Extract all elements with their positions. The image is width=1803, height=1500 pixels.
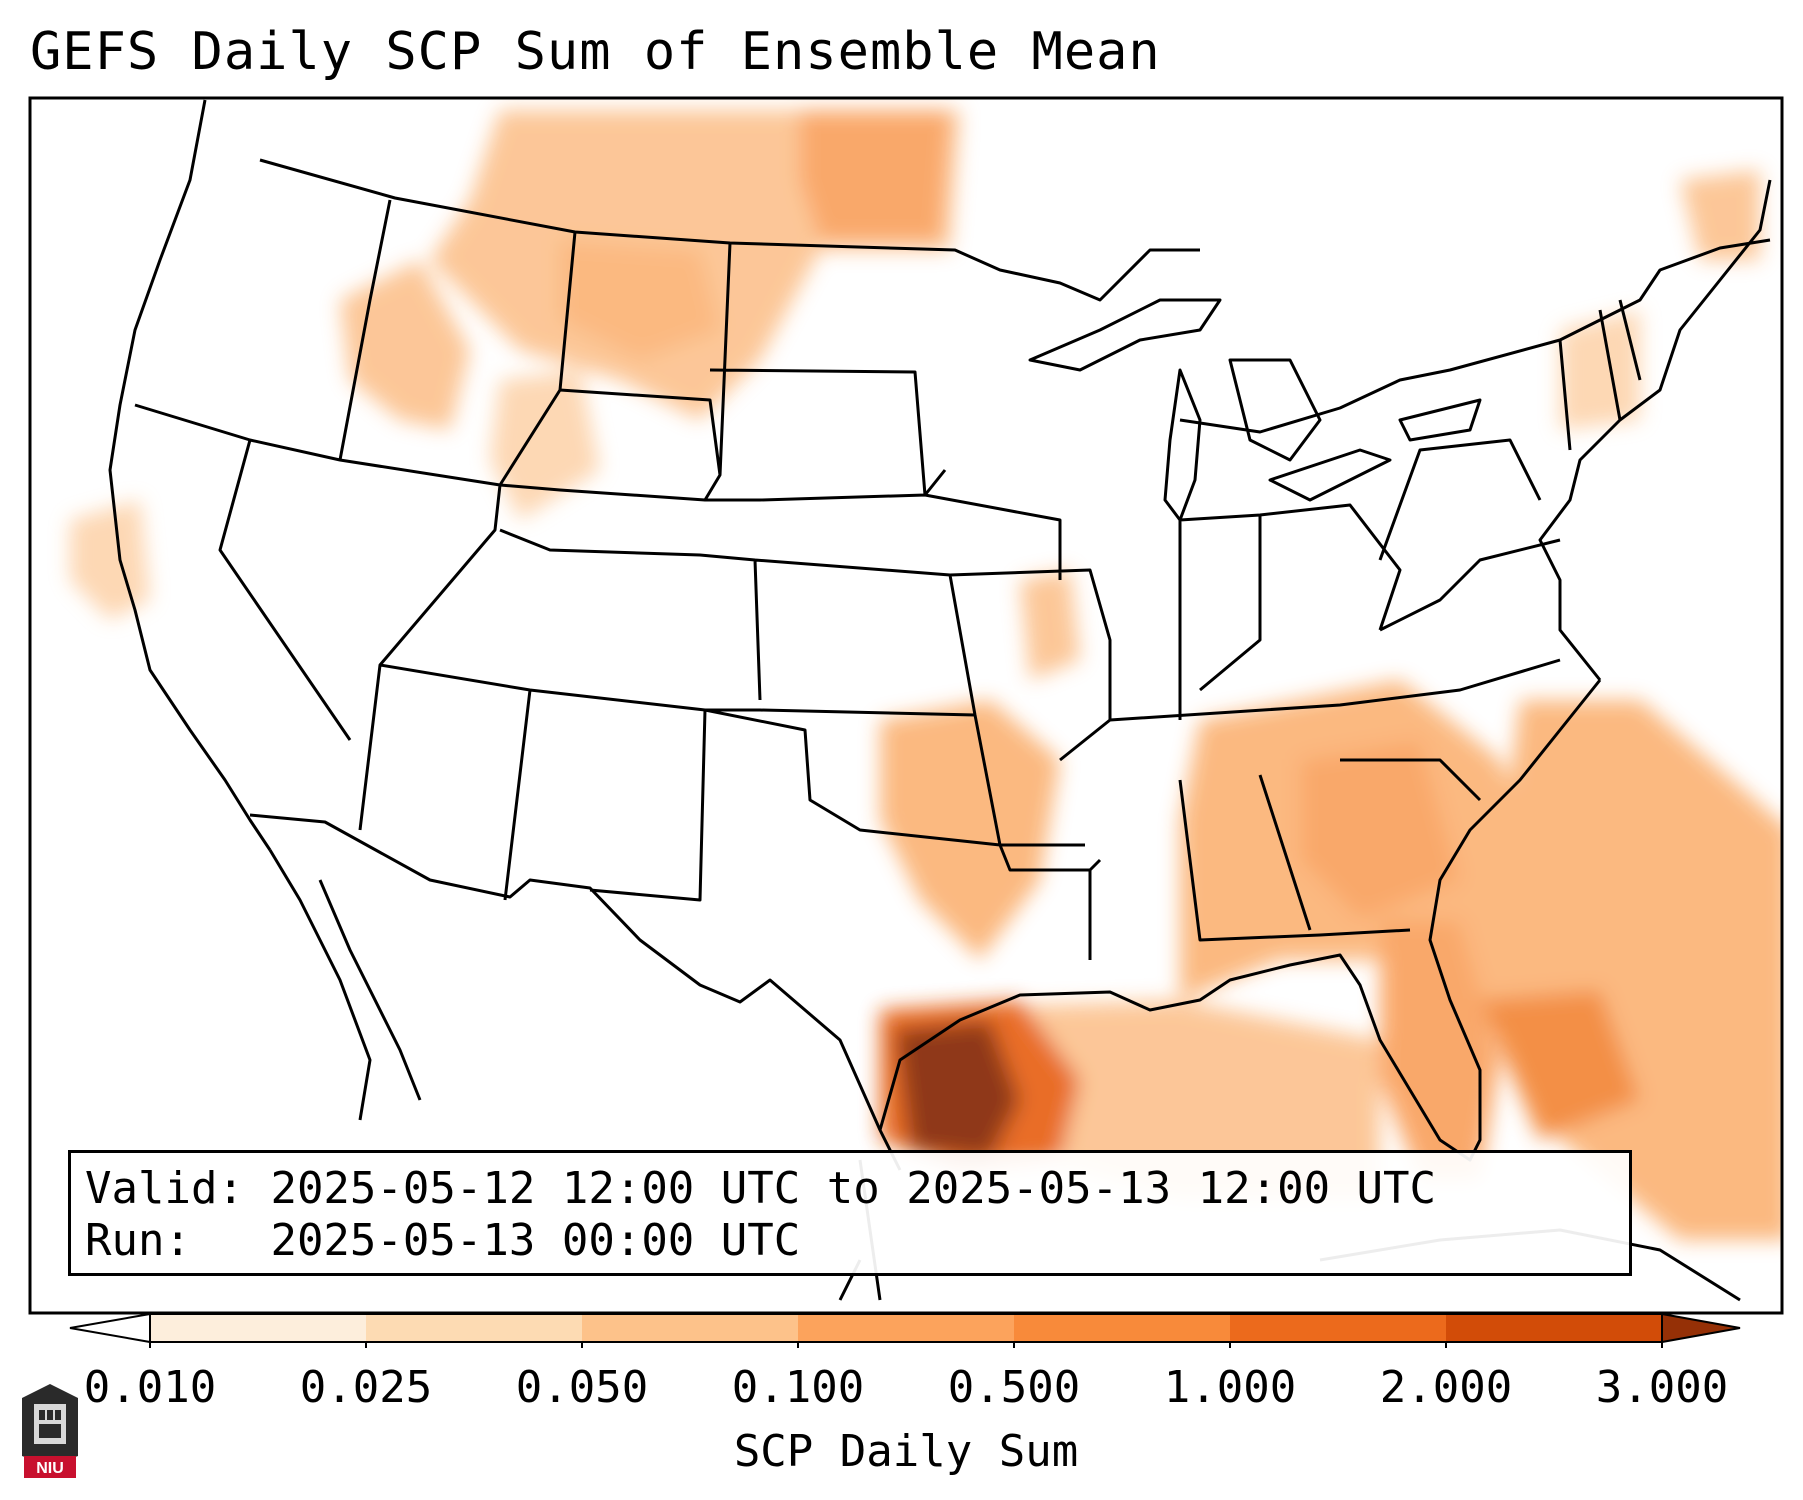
mexico-border xyxy=(249,813,902,1171)
baja xyxy=(268,849,422,1121)
colorbar-segment xyxy=(582,1314,799,1342)
valid-run-box: Valid: 2025-05-12 12:00 UTC to 2025-05-1… xyxy=(68,1150,1632,1276)
us-canada-border xyxy=(259,158,1771,434)
colorbar-tick-label: 0.100 xyxy=(731,1362,865,1413)
colorbar-tick-label: 0.050 xyxy=(515,1362,649,1413)
colorbar-label: SCP Daily Sum xyxy=(733,1426,1079,1477)
lake-huron xyxy=(1228,358,1322,462)
colorbar-ticks xyxy=(149,1342,1663,1348)
lake-superior xyxy=(1028,298,1222,372)
scp-region-northeast xyxy=(1560,310,1640,430)
state-lines xyxy=(134,199,1642,960)
scp-region-missouri xyxy=(1020,570,1080,680)
colorbar-tick-label: 0.500 xyxy=(947,1362,1081,1413)
map-title: GEFS Daily SCP Sum of Ensemble Mean xyxy=(30,22,1161,82)
scp-region-north-dakota xyxy=(800,110,950,240)
colorbar-segment xyxy=(798,1314,1015,1342)
colorbar-left-extend xyxy=(69,1312,151,1344)
lake-erie xyxy=(1268,448,1392,502)
atlantic-coast xyxy=(1538,179,1772,681)
boundaries xyxy=(108,99,1772,1302)
scp-region-maine xyxy=(1680,170,1760,260)
run-label: Run: xyxy=(85,1215,191,1266)
run-value: 2025-05-13 00:00 UTC xyxy=(270,1215,801,1266)
scp-region-texas-core xyxy=(895,1020,1020,1160)
colorbar-segment xyxy=(150,1314,367,1342)
run-line: Run: 2025-05-13 00:00 UTC xyxy=(85,1215,800,1266)
scp-region-wyoming xyxy=(490,370,600,520)
scp-region-bahamas xyxy=(1480,990,1640,1140)
colorbar-tick-label: 0.010 xyxy=(83,1362,217,1413)
valid-line: Valid: 2025-05-12 12:00 UTC to 2025-05-1… xyxy=(85,1163,1436,1214)
niu-logo: NIU xyxy=(22,1384,78,1478)
scp-region-montana xyxy=(560,240,720,360)
colorbar-tick-label: 3.000 xyxy=(1595,1362,1729,1413)
colorbar-segments xyxy=(150,1314,1663,1342)
scp-region-idaho xyxy=(340,260,470,430)
valid-label: Valid: xyxy=(85,1163,244,1214)
map-canvas xyxy=(28,96,1784,1315)
scp-shading xyxy=(70,110,1782,1240)
colorbar-segment xyxy=(1446,1314,1663,1342)
logo-banner xyxy=(24,1456,76,1478)
colorbar-right-extend xyxy=(1661,1312,1741,1344)
valid-value: 2025-05-12 12:00 UTC to 2025-05-13 12:00… xyxy=(270,1163,1437,1214)
scp-region-oklahoma xyxy=(880,700,1060,960)
colorbar xyxy=(69,1312,1741,1348)
gulf-coast xyxy=(878,679,1602,1162)
colorbar-tick-label: 1.000 xyxy=(1163,1362,1297,1413)
pacific-coast xyxy=(108,99,272,851)
colorbar-frame xyxy=(149,1313,1663,1343)
colorbar-tick-label: 2.000 xyxy=(1379,1362,1513,1413)
colorbar-segment xyxy=(1230,1314,1447,1342)
colorbar-segment xyxy=(366,1314,583,1342)
scp-region-georgia xyxy=(1300,740,1460,920)
lake-ontario xyxy=(1398,398,1482,442)
logo-text: NIU xyxy=(36,1460,64,1477)
colorbar-tick-label: 0.025 xyxy=(299,1362,433,1413)
colorbar-segment xyxy=(1014,1314,1231,1342)
scp-region-florida xyxy=(1380,920,1500,1180)
